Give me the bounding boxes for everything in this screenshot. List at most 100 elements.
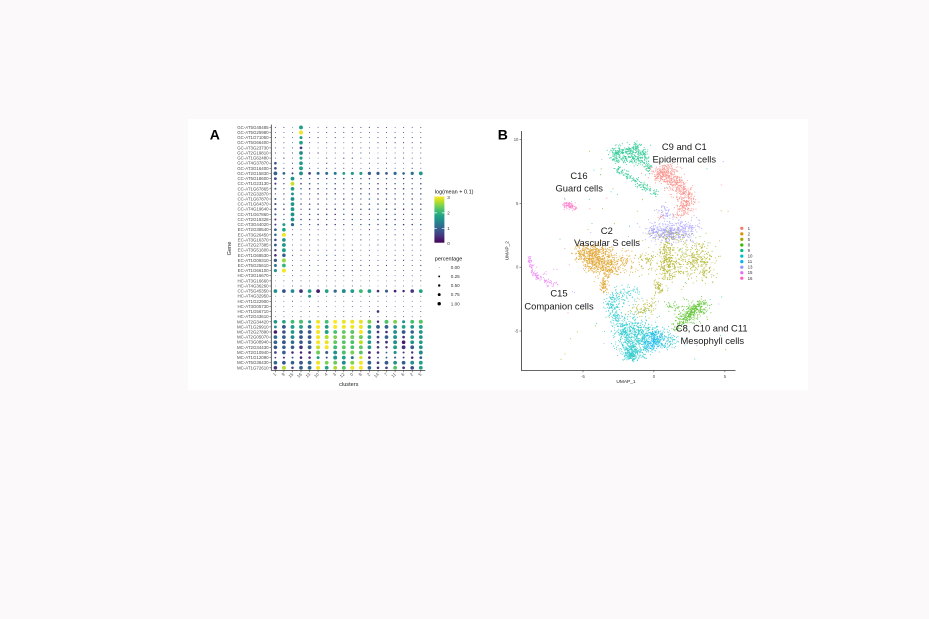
- svg-text:C16: C16: [570, 170, 587, 181]
- svg-text:0.00: 0.00: [451, 265, 460, 270]
- svg-text:12: 12: [339, 371, 346, 378]
- svg-text:MC-AT1G29910: MC-AT1G29910: [237, 324, 269, 329]
- svg-text:Gene: Gene: [227, 242, 233, 256]
- svg-text:HC-AT4G32950: HC-AT4G32950: [237, 294, 269, 299]
- svg-text:HC-AT1G56710: HC-AT1G56710: [237, 309, 269, 314]
- svg-text:GC-AT5G25980: GC-AT5G25980: [237, 130, 269, 135]
- svg-text:2: 2: [366, 371, 372, 377]
- svg-text:8: 8: [358, 371, 364, 377]
- svg-text:0: 0: [447, 241, 450, 246]
- svg-text:EC-AT5G25610: EC-AT5G25610: [238, 263, 269, 268]
- svg-text:5: 5: [748, 237, 751, 242]
- svg-text:10: 10: [313, 371, 320, 378]
- svg-text:clusters: clusters: [339, 382, 358, 388]
- svg-text:0.75: 0.75: [451, 292, 460, 297]
- svg-text:GC-AT5G66400: GC-AT5G66400: [237, 140, 269, 145]
- svg-text:1: 1: [447, 226, 450, 231]
- svg-text:EC-AT1G66100: EC-AT1G66100: [238, 268, 269, 273]
- svg-text:4: 4: [323, 371, 329, 377]
- svg-text:GC-AT1G62480: GC-AT1G62480: [237, 156, 269, 161]
- svg-text:CC-AT4G19640: CC-AT4G19640: [237, 207, 269, 212]
- svg-text:MC-AT2G34430: MC-AT2G34430: [237, 345, 269, 350]
- svg-text:5: 5: [417, 371, 423, 377]
- svg-text:Companion cells: Companion cells: [524, 301, 594, 312]
- svg-text:10: 10: [748, 254, 753, 259]
- svg-text:0.50: 0.50: [451, 283, 460, 288]
- svg-text:CC-AT1G67865: CC-AT1G67865: [237, 186, 269, 191]
- svg-text:C8, C10 and C11: C8, C10 and C11: [676, 323, 748, 334]
- svg-text:GC-AT3G23730: GC-AT3G23730: [237, 145, 269, 150]
- svg-text:3: 3: [447, 195, 450, 200]
- svg-text:1: 1: [748, 226, 751, 231]
- svg-text:CC-AT5G18600: CC-AT5G18600: [237, 176, 269, 181]
- svg-text:CC-AT3G44020: CC-AT3G44020: [237, 222, 269, 227]
- svg-text:15: 15: [287, 371, 294, 378]
- svg-text:0.25: 0.25: [451, 274, 460, 279]
- svg-text:HC-AT3G16660: HC-AT3G16660: [237, 278, 269, 283]
- svg-text:EC-AT2G38540: EC-AT2G38540: [238, 227, 269, 232]
- svg-text:log(mean + 0.1): log(mean + 0.1): [435, 190, 474, 196]
- svg-text:9: 9: [281, 371, 287, 377]
- svg-text:8: 8: [748, 243, 751, 248]
- svg-text:16: 16: [296, 371, 303, 378]
- svg-text:Guard cells: Guard cells: [555, 182, 603, 193]
- svg-text:MC-AT2G10940: MC-AT2G10940: [237, 350, 269, 355]
- svg-text:GC-AT3G16400: GC-AT3G16400: [237, 166, 269, 171]
- svg-text:13: 13: [748, 265, 753, 270]
- svg-text:UMAP_2: UMAP_2: [505, 241, 511, 261]
- svg-text:HC-AT2G43610: HC-AT2G43610: [237, 314, 269, 319]
- svg-text:CC-AT2G18328: CC-AT2G18328: [237, 217, 269, 222]
- svg-text:CC-AT1G67870: CC-AT1G67870: [237, 197, 269, 202]
- svg-text:Mesophyll cells: Mesophyll cells: [681, 335, 745, 346]
- svg-text:-5: -5: [515, 329, 519, 334]
- svg-text:EC-AT2G27385: EC-AT2G27385: [238, 243, 269, 248]
- svg-text:GC-AT4G37870: GC-AT4G37870: [237, 161, 269, 166]
- svg-text:GC-AT2G19810: GC-AT2G19810: [237, 151, 269, 156]
- svg-text:EC-AT1G68530: EC-AT1G68530: [238, 253, 269, 258]
- svg-text:EC-AT3G26450: EC-AT3G26450: [238, 232, 269, 237]
- svg-text:Vascular S cells: Vascular S cells: [574, 237, 640, 248]
- svg-text:UMAP_1: UMAP_1: [616, 379, 636, 385]
- svg-text:Epidermal cells: Epidermal cells: [653, 153, 717, 164]
- svg-text:5: 5: [516, 201, 519, 206]
- svg-text:CC-AT5G45350: CC-AT5G45350: [237, 289, 269, 294]
- svg-text:MC-AT1G72610: MC-AT1G72610: [237, 365, 269, 370]
- svg-text:15: 15: [748, 270, 753, 275]
- svg-text:GC-AT2G15830: GC-AT2G15830: [237, 171, 269, 176]
- svg-text:MC-AT1G12090: MC-AT1G12090: [237, 355, 269, 360]
- svg-text:2: 2: [409, 371, 415, 377]
- svg-text:11: 11: [748, 259, 753, 264]
- svg-text:C15: C15: [550, 288, 567, 299]
- svg-text:GC-AT1G71050: GC-AT1G71050: [237, 135, 269, 140]
- svg-text:MC-AT2G34420: MC-AT2G34420: [237, 319, 269, 324]
- svg-text:HC-AT3G16670: HC-AT3G16670: [237, 273, 269, 278]
- svg-text:GC-AT5G48485: GC-AT5G48485: [237, 125, 269, 130]
- svg-text:MC-AT2G27890: MC-AT2G27890: [237, 330, 269, 335]
- svg-text:CC-AT2G32870: CC-AT2G32870: [237, 191, 269, 196]
- svg-text:6: 6: [400, 371, 406, 377]
- svg-text:percentage: percentage: [435, 256, 463, 262]
- svg-text:-5: -5: [581, 374, 585, 379]
- svg-text:16: 16: [748, 276, 753, 281]
- svg-text:5: 5: [724, 374, 727, 379]
- svg-text:CC-AT1G64370: CC-AT1G64370: [237, 202, 269, 207]
- svg-text:7: 7: [383, 371, 389, 377]
- svg-text:10: 10: [514, 137, 519, 142]
- svg-text:EC-AT1G09310: EC-AT1G09310: [238, 258, 269, 263]
- svg-text:CC-AT1G67860: CC-AT1G67860: [237, 212, 269, 217]
- svg-text:3: 3: [332, 371, 338, 377]
- svg-text:HC-AT4G36260: HC-AT4G36260: [237, 284, 269, 289]
- svg-text:0: 0: [653, 374, 656, 379]
- svg-text:MC-AT5G38430: MC-AT5G38430: [237, 360, 269, 365]
- svg-text:MC-AT3G08940: MC-AT3G08940: [237, 340, 269, 345]
- svg-text:A: A: [210, 127, 220, 143]
- svg-text:B: B: [498, 127, 508, 143]
- svg-text:HC-AT3G05730: HC-AT3G05730: [237, 304, 269, 309]
- svg-text:1: 1: [272, 371, 278, 377]
- svg-text:0: 0: [349, 371, 355, 377]
- svg-text:0: 0: [516, 265, 519, 270]
- svg-text:MC-AT2G05070: MC-AT2G05070: [237, 335, 269, 340]
- svg-text:2: 2: [748, 231, 751, 236]
- svg-text:14: 14: [373, 371, 380, 378]
- svg-text:9: 9: [748, 248, 751, 253]
